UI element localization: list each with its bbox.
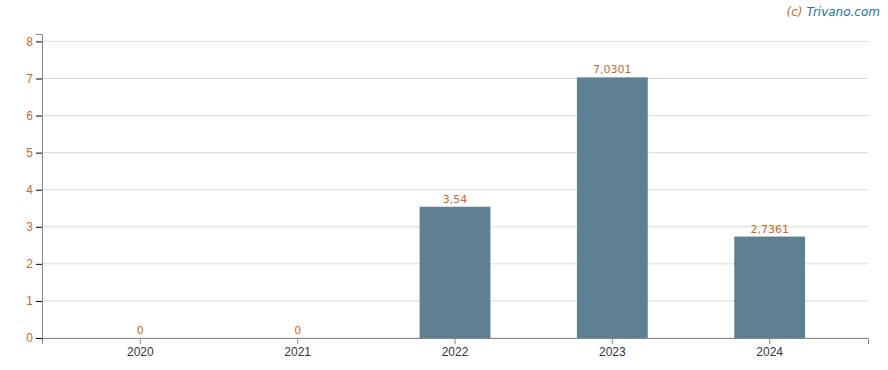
x-tick-mark	[455, 338, 456, 344]
grid-line	[42, 152, 868, 153]
data-label: 0	[294, 324, 301, 337]
y-tick-mark	[36, 41, 42, 42]
y-tick: 5	[26, 146, 42, 160]
data-label: 0	[137, 324, 144, 337]
bar	[734, 237, 805, 338]
x-tick-label: 2024	[756, 345, 783, 359]
grid-line	[42, 41, 868, 42]
y-tick-label: 8	[26, 35, 33, 49]
y-tick-mark	[36, 116, 42, 117]
x-tick-mark	[769, 338, 770, 344]
y-tick-label: 7	[26, 72, 33, 86]
grid	[42, 41, 868, 338]
y-tick-mark	[36, 190, 42, 191]
y-tick-label: 4	[26, 183, 33, 197]
x-tick: 2020	[127, 338, 154, 359]
x-tick: 2021	[284, 338, 311, 359]
y-tick: 1	[26, 294, 42, 308]
y-tick-mark	[36, 227, 42, 228]
watermark-part: (c)	[787, 5, 803, 19]
y-tick-label: 6	[26, 109, 33, 123]
y-tick: 3	[26, 220, 42, 234]
y-tick-label: 5	[26, 146, 33, 160]
y-tick-label: 3	[26, 220, 33, 234]
data-label: 2,7361	[750, 223, 789, 236]
y-tick-mark	[36, 338, 42, 339]
grid-line	[42, 189, 868, 190]
grid-line	[42, 78, 868, 79]
x-tick-mark	[140, 338, 141, 344]
y-tick-mark	[36, 153, 42, 154]
data-label: 3,54	[443, 193, 468, 206]
y-tick-label: 0	[26, 331, 33, 345]
data-labels: 0 0 3,54 7,0301 2,7361	[137, 63, 789, 337]
y-tick: 0	[26, 331, 42, 345]
y-tick-mark	[36, 78, 42, 79]
grid-line	[42, 115, 868, 116]
x-tick-label: 2022	[442, 345, 469, 359]
x-tick-label: 2023	[599, 345, 626, 359]
y-tick: 7	[26, 72, 42, 86]
y-tick-mark	[36, 301, 42, 302]
x-axis: 2020 2021 2022 2023 2024	[43, 338, 869, 359]
y-tick-label: 2	[26, 257, 33, 271]
y-tick-label: 1	[26, 294, 33, 308]
y-axis-line	[36, 35, 43, 339]
bar	[420, 207, 491, 338]
bar	[105, 338, 176, 339]
x-tick-label: 2020	[127, 345, 154, 359]
bar	[262, 338, 333, 339]
chart: 2020 2021 2022 2023 2024 0 1 2 3 4 5 6 7 8 0 0 3,54 7,030…	[0, 0, 888, 370]
x-axis-line	[43, 339, 869, 345]
y-axis: 0 1 2 3 4 5 6 7 8	[26, 35, 42, 346]
y-tick-mark	[36, 264, 42, 265]
bar	[577, 77, 648, 338]
x-tick: 2024	[756, 338, 783, 359]
x-tick-label: 2021	[284, 345, 311, 359]
x-tick: 2022	[442, 338, 469, 359]
y-tick: 2	[26, 257, 42, 271]
data-label: 7,0301	[593, 63, 632, 76]
plot-area	[420, 77, 805, 338]
y-tick: 6	[26, 109, 42, 123]
x-tick-mark	[612, 338, 613, 344]
x-tick-mark	[297, 338, 298, 344]
x-tick: 2023	[599, 338, 626, 359]
y-tick: 4	[26, 183, 42, 197]
watermark-part: Trivano.com	[806, 5, 880, 19]
watermark: (c)Trivano.com	[787, 5, 880, 19]
y-tick: 8	[26, 35, 42, 49]
